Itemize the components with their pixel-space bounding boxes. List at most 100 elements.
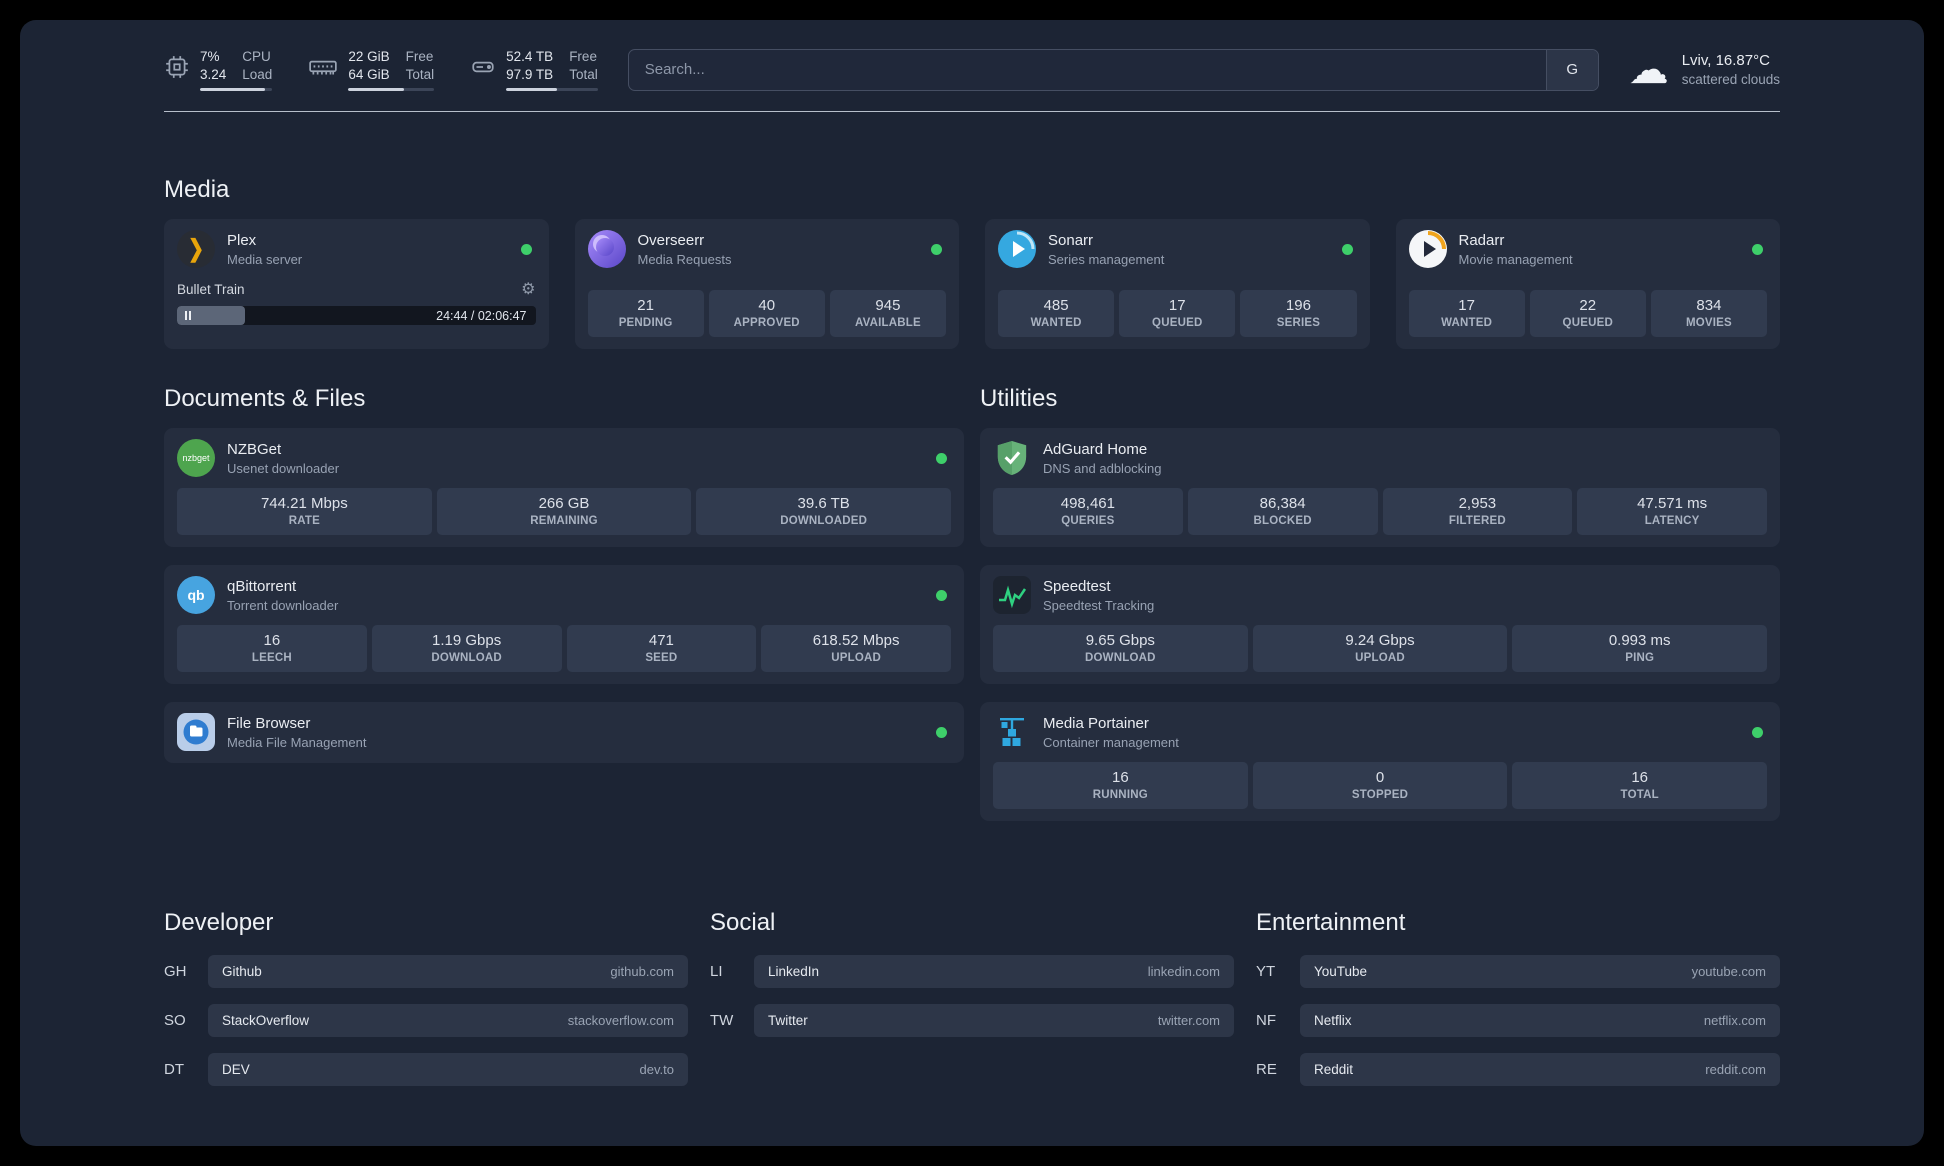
stat-box: 47.571 ms LATENCY — [1577, 488, 1767, 536]
bookmark-group-title: Entertainment — [1256, 909, 1406, 937]
service-name: Media Portainer — [1043, 714, 1149, 732]
memory-widget: 22 GiB 64 GiB Free Total — [308, 48, 435, 92]
bookmark-item-github: GH Github github.com — [164, 955, 688, 989]
bookmark-item-twitter: TW Twitter twitter.com — [710, 1004, 1234, 1038]
qbittorrent-icon: qb — [177, 576, 215, 615]
stat-box: 86,384 BLOCKED — [1187, 488, 1378, 536]
bookmark-link-reddit[interactable]: Reddit reddit.com — [1300, 1053, 1780, 1087]
section-utilities: Utilities AdGuard Home DNS and adblockin… — [980, 385, 1780, 839]
bookmark-group-entertainment: Entertainment YT YouTube youtube.com NF … — [1256, 909, 1780, 1102]
memory-free-label: Free — [405, 49, 434, 64]
section-media: Media ❯ Plex Media server Bullet Train ⚙ — [164, 176, 1780, 350]
bookmark-item-netflix: NF Netflix netflix.com — [1256, 1004, 1780, 1038]
playback-progress-bar[interactable]: 24:44 / 02:06:47 — [177, 306, 536, 326]
stat-box: 945 AVAILABLE — [829, 290, 947, 338]
service-card-sonarr[interactable]: Sonarr Series management 485 WANTED 17 Q… — [985, 219, 1370, 350]
bookmark-link-twitter[interactable]: Twitter twitter.com — [754, 1004, 1234, 1038]
bookmark-item-dev: DT DEV dev.to — [164, 1053, 688, 1087]
dashboard-root: 7% 3.24 CPU Load — [20, 20, 1924, 1147]
bookmark-abbr: TW — [710, 1012, 734, 1030]
stat-box: 16 RUNNING — [993, 762, 1248, 810]
search-provider-button[interactable]: G — [1545, 49, 1598, 90]
section-title-utilities: Utilities — [980, 385, 1058, 413]
service-desc: Usenet downloader — [227, 460, 340, 476]
stat-box: 471 SEED — [566, 625, 757, 673]
stat-box: 40 APPROVED — [708, 290, 825, 338]
bookmark-item-youtube: YT YouTube youtube.com — [1256, 955, 1780, 989]
service-card-adguard[interactable]: AdGuard Home DNS and adblocking 498,461 … — [980, 428, 1780, 548]
service-desc: Media Requests — [637, 251, 732, 267]
service-card-radarr[interactable]: Radarr Movie management 17 WANTED 22 QUE… — [1395, 219, 1780, 350]
nzbget-icon: nzbget — [177, 439, 215, 478]
adguard-icon — [993, 439, 1031, 477]
stat-box: 0.993 ms PING — [1512, 625, 1768, 673]
status-dot — [1752, 726, 1763, 738]
memory-free: 22 GiB — [348, 49, 390, 64]
service-card-nzbget[interactable]: nzbget NZBGet Usenet downloader 744.21 M… — [164, 428, 964, 548]
stat-box: 21 PENDING — [587, 290, 704, 338]
stat-box: 0 STOPPED — [1252, 762, 1508, 810]
service-desc: Speedtest Tracking — [1043, 597, 1155, 613]
bookmark-link-linkedin[interactable]: LinkedIn linkedin.com — [754, 955, 1234, 989]
stat-box: 17 WANTED — [1408, 290, 1525, 338]
bookmark-item-stackoverflow: SO StackOverflow stackoverflow.com — [164, 1004, 688, 1038]
weather-widget: ☁ Lviv, 16.87°C scattered clouds — [1629, 50, 1780, 90]
hard-drive-icon — [470, 54, 496, 80]
stat-box: 17 QUEUED — [1119, 290, 1236, 338]
stat-box: 39.6 TB DOWNLOADED — [696, 488, 952, 536]
service-card-speedtest[interactable]: Speedtest Speedtest Tracking 9.65 Gbps D… — [980, 565, 1780, 685]
service-card-plex[interactable]: ❯ Plex Media server Bullet Train ⚙ 24:44… — [164, 219, 549, 350]
weather-location: Lviv, 16.87°C — [1681, 52, 1770, 70]
bookmark-abbr: SO — [164, 1012, 186, 1030]
cpu-readout: 7% 3.24 CPU Load — [200, 48, 273, 92]
stat-box: 485 WANTED — [998, 290, 1115, 338]
disk-readout: 52.4 TB 97.9 TB Free Total — [506, 48, 598, 92]
bookmark-group-social: Social LI LinkedIn linkedin.com TW Twitt… — [710, 909, 1234, 1102]
search-input[interactable] — [628, 49, 1546, 90]
bookmark-link-netflix[interactable]: Netflix netflix.com — [1300, 1004, 1780, 1038]
section-documents: Documents & Files nzbget NZBGet Usenet d… — [164, 385, 964, 839]
service-card-filebrowser[interactable]: File Browser Media File Management — [164, 702, 964, 764]
cpu-load-label: Load — [242, 66, 273, 82]
status-dot — [1341, 243, 1353, 255]
pause-icon — [185, 311, 191, 321]
service-name: Overseerr — [637, 231, 705, 249]
service-name: Sonarr — [1048, 231, 1094, 249]
disk-widget: 52.4 TB 97.9 TB Free Total — [470, 48, 598, 92]
stat-box: 744.21 Mbps RATE — [177, 488, 432, 536]
service-card-overseerr[interactable]: Overseerr Media Requests 21 PENDING 40 A… — [574, 219, 959, 350]
service-name: Radarr — [1458, 231, 1505, 249]
disk-total-label: Total — [569, 66, 598, 82]
stat-box: 498,461 QUERIES — [993, 488, 1183, 536]
service-name: File Browser — [227, 714, 311, 732]
bookmark-link-stackoverflow[interactable]: StackOverflow stackoverflow.com — [208, 1004, 688, 1038]
bookmark-link-youtube[interactable]: YouTube youtube.com — [1300, 955, 1780, 989]
service-card-qbittorrent[interactable]: qb qBittorrent Torrent downloader 16 LEE… — [164, 565, 964, 685]
service-desc: Series management — [1048, 251, 1165, 267]
status-dot — [936, 726, 947, 738]
radarr-icon — [1408, 230, 1447, 269]
filebrowser-icon — [177, 713, 215, 752]
service-card-portainer[interactable]: Media Portainer Container management 16 … — [980, 702, 1780, 822]
disk-total: 97.9 TB — [506, 66, 554, 82]
bookmark-abbr: GH — [164, 963, 187, 981]
disk-free-label: Free — [569, 49, 597, 64]
service-desc: Media server — [227, 251, 303, 267]
bookmark-item-linkedin: LI LinkedIn linkedin.com — [710, 955, 1234, 989]
resource-widgets: 7% 3.24 CPU Load — [164, 48, 598, 92]
service-desc: Movie management — [1458, 251, 1573, 267]
search-bar: G — [627, 48, 1599, 91]
memory-icon — [308, 54, 338, 80]
service-name: Speedtest — [1043, 577, 1111, 595]
service-desc: Media File Management — [227, 734, 367, 750]
bookmark-link-dev[interactable]: DEV dev.to — [208, 1053, 688, 1087]
disk-usage-bar — [506, 88, 598, 92]
gear-icon[interactable]: ⚙ — [521, 281, 536, 299]
bookmark-link-github[interactable]: Github github.com — [208, 955, 688, 989]
bookmark-abbr: LI — [710, 963, 723, 981]
status-dot — [936, 452, 947, 464]
stat-box: 1.19 Gbps DOWNLOAD — [371, 625, 562, 673]
top-bar: 7% 3.24 CPU Load — [164, 36, 1780, 92]
service-name: NZBGet — [227, 440, 282, 458]
cpu-load: 3.24 — [200, 66, 227, 82]
